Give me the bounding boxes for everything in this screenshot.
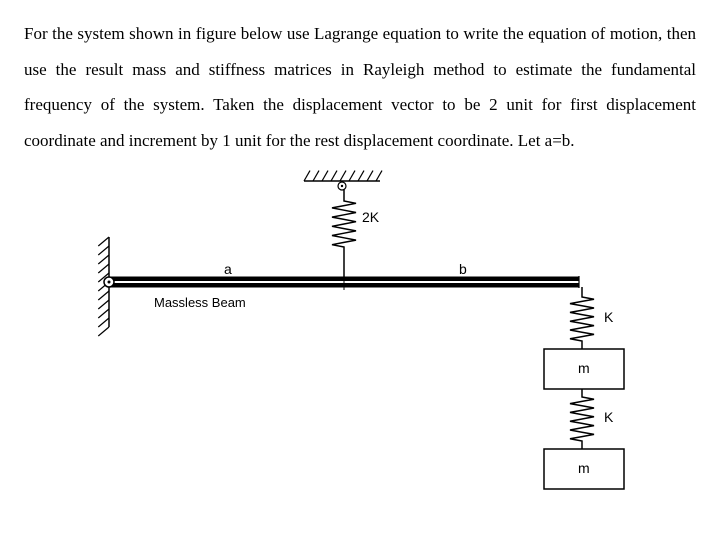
- system-diagram: 2K a b Massless Beam K m K m: [24, 169, 704, 499]
- label-m1: m: [578, 360, 590, 376]
- problem-statement: For the system shown in figure below use…: [24, 16, 696, 159]
- label-k2: K: [604, 409, 613, 425]
- label-k1: K: [604, 309, 613, 325]
- label-2k: 2K: [362, 209, 379, 225]
- label-b: b: [459, 261, 467, 277]
- label-m2: m: [578, 460, 590, 476]
- label-massless-beam: Massless Beam: [154, 295, 246, 310]
- label-a: a: [224, 261, 232, 277]
